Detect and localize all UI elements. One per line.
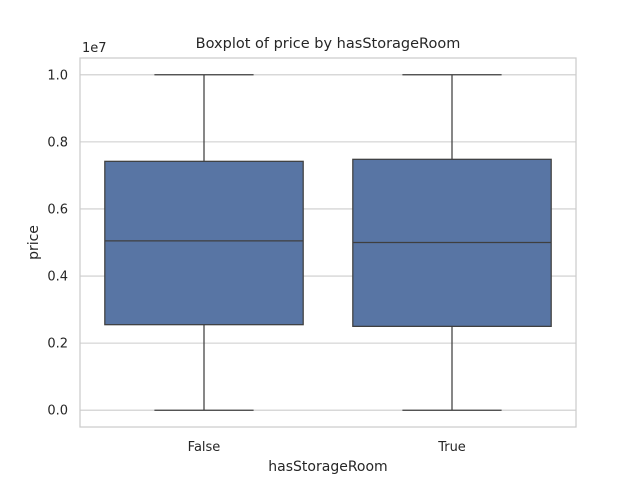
box-series: [104, 74, 552, 411]
x-tick-labels: False True: [188, 440, 466, 455]
y-tick-labels: 0.0 0.2 0.4 0.6 0.8 1.0: [47, 68, 68, 418]
y-tick-label: 0.0: [47, 404, 68, 419]
y-tick-label: 0.6: [47, 202, 68, 217]
box-true: [352, 74, 552, 411]
x-tick-label: False: [188, 440, 221, 455]
plot-frame: [79, 57, 577, 428]
y-tick-label: 1.0: [47, 68, 68, 83]
x-tick-label: True: [437, 440, 466, 455]
chart-title: Boxplot of price by hasStorageRoom: [196, 36, 461, 52]
box-false: [104, 74, 304, 411]
y-axis-label: price: [26, 225, 42, 260]
y-tick-label: 0.8: [47, 135, 68, 150]
y-tick-label: 0.4: [47, 270, 68, 285]
x-axis-label: hasStorageRoom: [268, 459, 387, 475]
y-tick-label: 0.2: [47, 337, 68, 352]
iqr-box: [104, 160, 304, 326]
y-axis-offset-label: 1e7: [82, 41, 107, 56]
